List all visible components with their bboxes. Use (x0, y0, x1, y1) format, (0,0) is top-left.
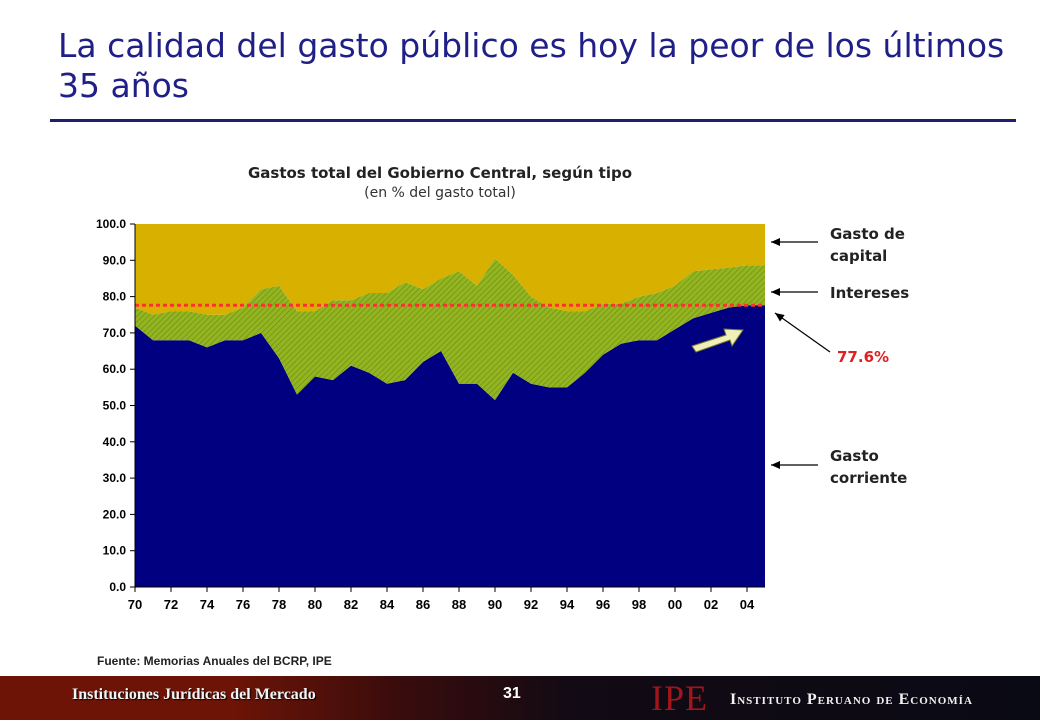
arrow-gasto-de-capital (771, 238, 818, 246)
y-tick-label: 50.0 (103, 399, 127, 413)
x-tick-label: 00 (668, 597, 682, 612)
y-tick-label: 0.0 (109, 580, 126, 594)
reference-value-label: 77.6% (837, 348, 890, 366)
x-tick-label: 70 (128, 597, 142, 612)
y-tick-label: 90.0 (103, 253, 127, 267)
label-gasto-corriente: Gasto corriente (830, 447, 908, 487)
area-intereses (135, 258, 765, 401)
y-tick-label: 100.0 (96, 217, 126, 231)
trend-arrow (691, 328, 744, 353)
x-tick-label: 88 (452, 597, 466, 612)
chart-subtitle: (en % del gasto total) (364, 185, 516, 201)
x-tick-label: 94 (560, 597, 575, 612)
label-intereses: Intereses (830, 284, 910, 302)
x-tick-label: 96 (596, 597, 610, 612)
y-tick-label: 30.0 (103, 471, 127, 485)
source-note: Fuente: Memorias Anuales del BCRP, IPE (97, 654, 332, 668)
page-title: La calidad del gasto público es hoy la p… (58, 26, 1005, 105)
y-tick-label: 10.0 (103, 544, 127, 558)
title-underline (50, 119, 1016, 122)
arrow-gasto-corriente (771, 461, 818, 469)
x-tick-label: 80 (308, 597, 322, 612)
x-tick-label: 92 (524, 597, 538, 612)
arrow-reference (774, 312, 831, 353)
x-tick-label: 86 (416, 597, 430, 612)
area-gasto-de-capital (135, 224, 765, 315)
x-tick-label: 98 (632, 597, 646, 612)
y-tick-label: 60.0 (103, 362, 127, 376)
arrow-intereses (771, 288, 818, 296)
y-tick-label: 20.0 (103, 507, 127, 521)
chart-title: Gastos total del Gobierno Central, según… (247, 164, 633, 182)
x-tick-label: 74 (200, 597, 215, 612)
area-gasto-corriente (135, 305, 765, 587)
y-tick-label: 40.0 (103, 435, 127, 449)
x-tick-label: 78 (272, 597, 286, 612)
ipe-logo: IPE (651, 678, 708, 718)
institute-name: Instituto Peruano de Economía (730, 691, 973, 708)
x-tick-label: 04 (740, 597, 755, 612)
x-tick-label: 84 (380, 597, 395, 612)
footer-left-text: Instituciones Jurídicas del Mercado (72, 686, 316, 703)
x-tick-label: 72 (164, 597, 178, 612)
y-tick-label: 70.0 (103, 326, 127, 340)
label-gasto-de-capital: Gasto de capital (830, 225, 905, 265)
x-tick-label: 82 (344, 597, 358, 612)
x-tick-label: 02 (704, 597, 718, 612)
y-tick-label: 80.0 (103, 290, 127, 304)
x-tick-label: 90 (488, 597, 502, 612)
page-number: 31 (503, 685, 521, 702)
footer-bar: Instituciones Jurídicas del Mercado 31 I… (0, 676, 1040, 720)
x-tick-label: 76 (236, 597, 250, 612)
